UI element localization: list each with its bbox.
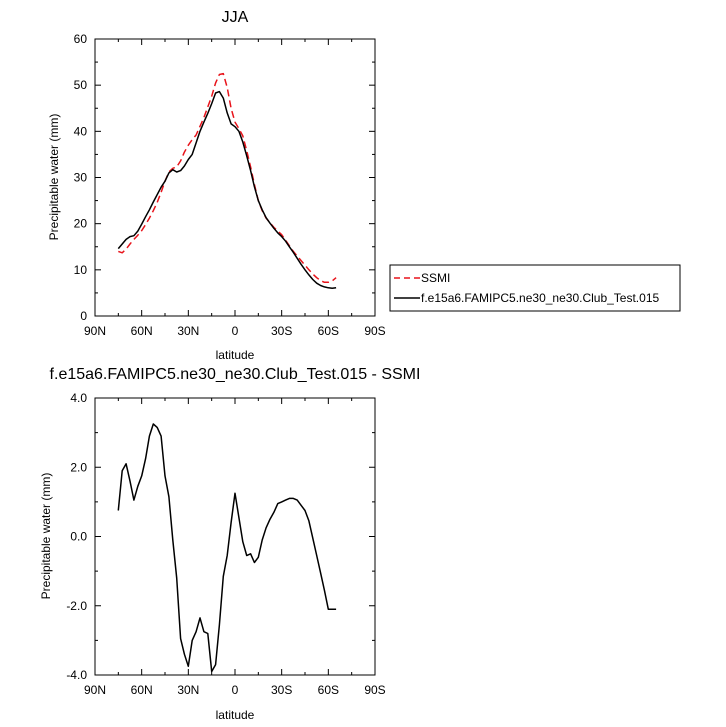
top-x-tick-label: 60S bbox=[318, 324, 339, 338]
bottom-plot-frame bbox=[94, 397, 376, 676]
bottom-x-tick-label: 90S bbox=[364, 683, 385, 697]
top-x-tick-label: 60N bbox=[131, 324, 153, 338]
top-y-tick-label: 10 bbox=[74, 263, 88, 277]
bottom-y-tick-label: -2.0 bbox=[66, 599, 87, 613]
bottom-y-tick-label: -4.0 bbox=[66, 668, 87, 682]
top-y-tick-label: 20 bbox=[74, 217, 88, 231]
bottom-ticks: 90N 60N 30N 0 30S 60S 90S -4.0 -2.0 0.0 2.0 4.0 bbox=[66, 391, 385, 697]
top-x-axis-label: latitude bbox=[216, 348, 255, 362]
legend: SSMI f.e15a6.FAMIPC5.ne30_ne30.Club_Test… bbox=[389, 264, 681, 312]
top-chart-title: JJA bbox=[222, 9, 249, 26]
bottom-y-tick-label: 4.0 bbox=[70, 391, 87, 405]
bottom-series-line-model bbox=[117, 423, 337, 673]
bottom-x-tick-label: 30S bbox=[271, 683, 292, 697]
legend-label-model: f.e15a6.FAMIPC5.ne30_ne30.Club_Test.015 bbox=[421, 291, 659, 305]
bottom-y-tick-label: 2.0 bbox=[70, 460, 87, 474]
bottom-y-axis-label: Precipitable water (mm) bbox=[39, 473, 53, 600]
top-x-tick-label: 90S bbox=[364, 324, 385, 338]
top-x-tick-label: 30N bbox=[177, 324, 199, 338]
top-x-tick-label: 0 bbox=[232, 324, 239, 338]
bottom-x-tick-label: 90N bbox=[84, 683, 106, 697]
top-y-tick-label: 40 bbox=[74, 124, 88, 138]
top-y-tick-label: 60 bbox=[74, 32, 88, 46]
top-series-line-model bbox=[117, 90, 337, 290]
top-y-tick-label: 0 bbox=[80, 309, 87, 323]
top-series-line-ssmi bbox=[118, 72, 337, 284]
top-series-layer bbox=[117, 72, 337, 290]
top-y-tick-label: 50 bbox=[74, 78, 88, 92]
top-x-tick-label: 30S bbox=[271, 324, 292, 338]
top-ticks: 90N 60N 30N 0 30S 60S 90S 0 10 20 30 40 50 60 bbox=[74, 32, 386, 338]
bottom-x-tick-label: 30N bbox=[177, 683, 199, 697]
top-plot-frame bbox=[94, 38, 376, 317]
bottom-x-tick-label: 60S bbox=[318, 683, 339, 697]
bottom-y-tick-label: 0.0 bbox=[70, 530, 87, 544]
top-y-tick-label: 30 bbox=[74, 171, 88, 185]
bottom-x-tick-label: 0 bbox=[232, 683, 239, 697]
bottom-chart-title: f.e15a6.FAMIPC5.ne30_ne30.Club_Test.015 … bbox=[50, 366, 421, 383]
legend-label-ssmi: SSMI bbox=[421, 271, 450, 285]
top-y-axis-label: Precipitable water (mm) bbox=[47, 114, 61, 241]
top-panel: JJA Precipitable water (mm) latitude 90N… bbox=[47, 9, 386, 362]
bottom-panel: f.e15a6.FAMIPC5.ne30_ne30.Club_Test.015 … bbox=[39, 366, 420, 722]
legend-box bbox=[389, 264, 681, 312]
bottom-x-axis-label: latitude bbox=[216, 708, 255, 722]
bottom-series-layer bbox=[117, 423, 337, 673]
top-x-tick-label: 90N bbox=[84, 324, 106, 338]
bottom-x-tick-label: 60N bbox=[131, 683, 153, 697]
